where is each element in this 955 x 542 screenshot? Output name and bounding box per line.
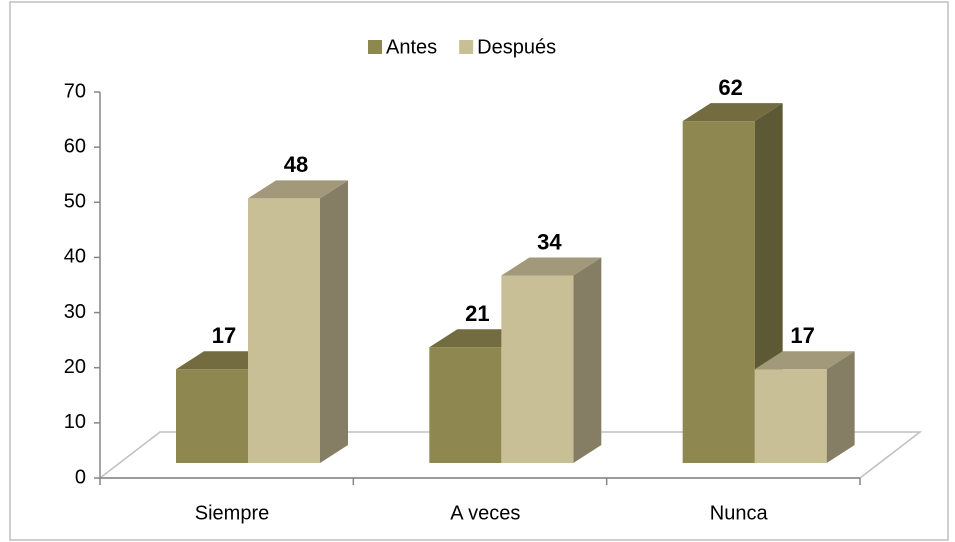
bar-top	[754, 351, 855, 370]
x-tick-label: A veces	[450, 502, 520, 524]
y-tick-label: 0	[75, 466, 86, 488]
bar-front	[754, 369, 827, 463]
bar	[754, 351, 855, 463]
x-tick-label: Nunca	[710, 502, 769, 524]
value-label: 17	[212, 323, 236, 348]
bar-side	[573, 257, 602, 463]
value-label: 17	[790, 323, 814, 348]
x-tick-label: Siempre	[195, 502, 269, 524]
bar-front	[682, 121, 755, 463]
legend-swatch	[368, 40, 382, 54]
y-tick-label: 50	[64, 191, 86, 213]
bar-side	[826, 351, 855, 463]
bar-top	[248, 180, 348, 199]
y-tick-label: 60	[64, 135, 86, 157]
y-tick-label: 30	[64, 301, 86, 323]
bar-front	[429, 347, 502, 463]
bar-top	[501, 257, 602, 276]
y-tick-label: 70	[64, 80, 86, 102]
legend-label: Antes	[386, 36, 437, 58]
value-label: 21	[465, 301, 489, 326]
bar-front	[248, 198, 320, 464]
y-tick-label: 40	[64, 246, 86, 268]
y-tick-label: 10	[64, 411, 86, 433]
legend-swatch	[459, 40, 474, 54]
bar-top	[682, 103, 783, 122]
bar-front	[501, 275, 574, 463]
bar-side	[320, 180, 348, 464]
y-tick-label: 20	[64, 356, 86, 378]
value-label: 34	[537, 229, 562, 254]
bar-front	[176, 369, 248, 463]
value-label: 48	[284, 152, 308, 177]
value-label: 62	[718, 75, 742, 100]
legend-label: Después	[477, 36, 556, 58]
bar	[501, 257, 602, 463]
bar	[248, 180, 348, 464]
